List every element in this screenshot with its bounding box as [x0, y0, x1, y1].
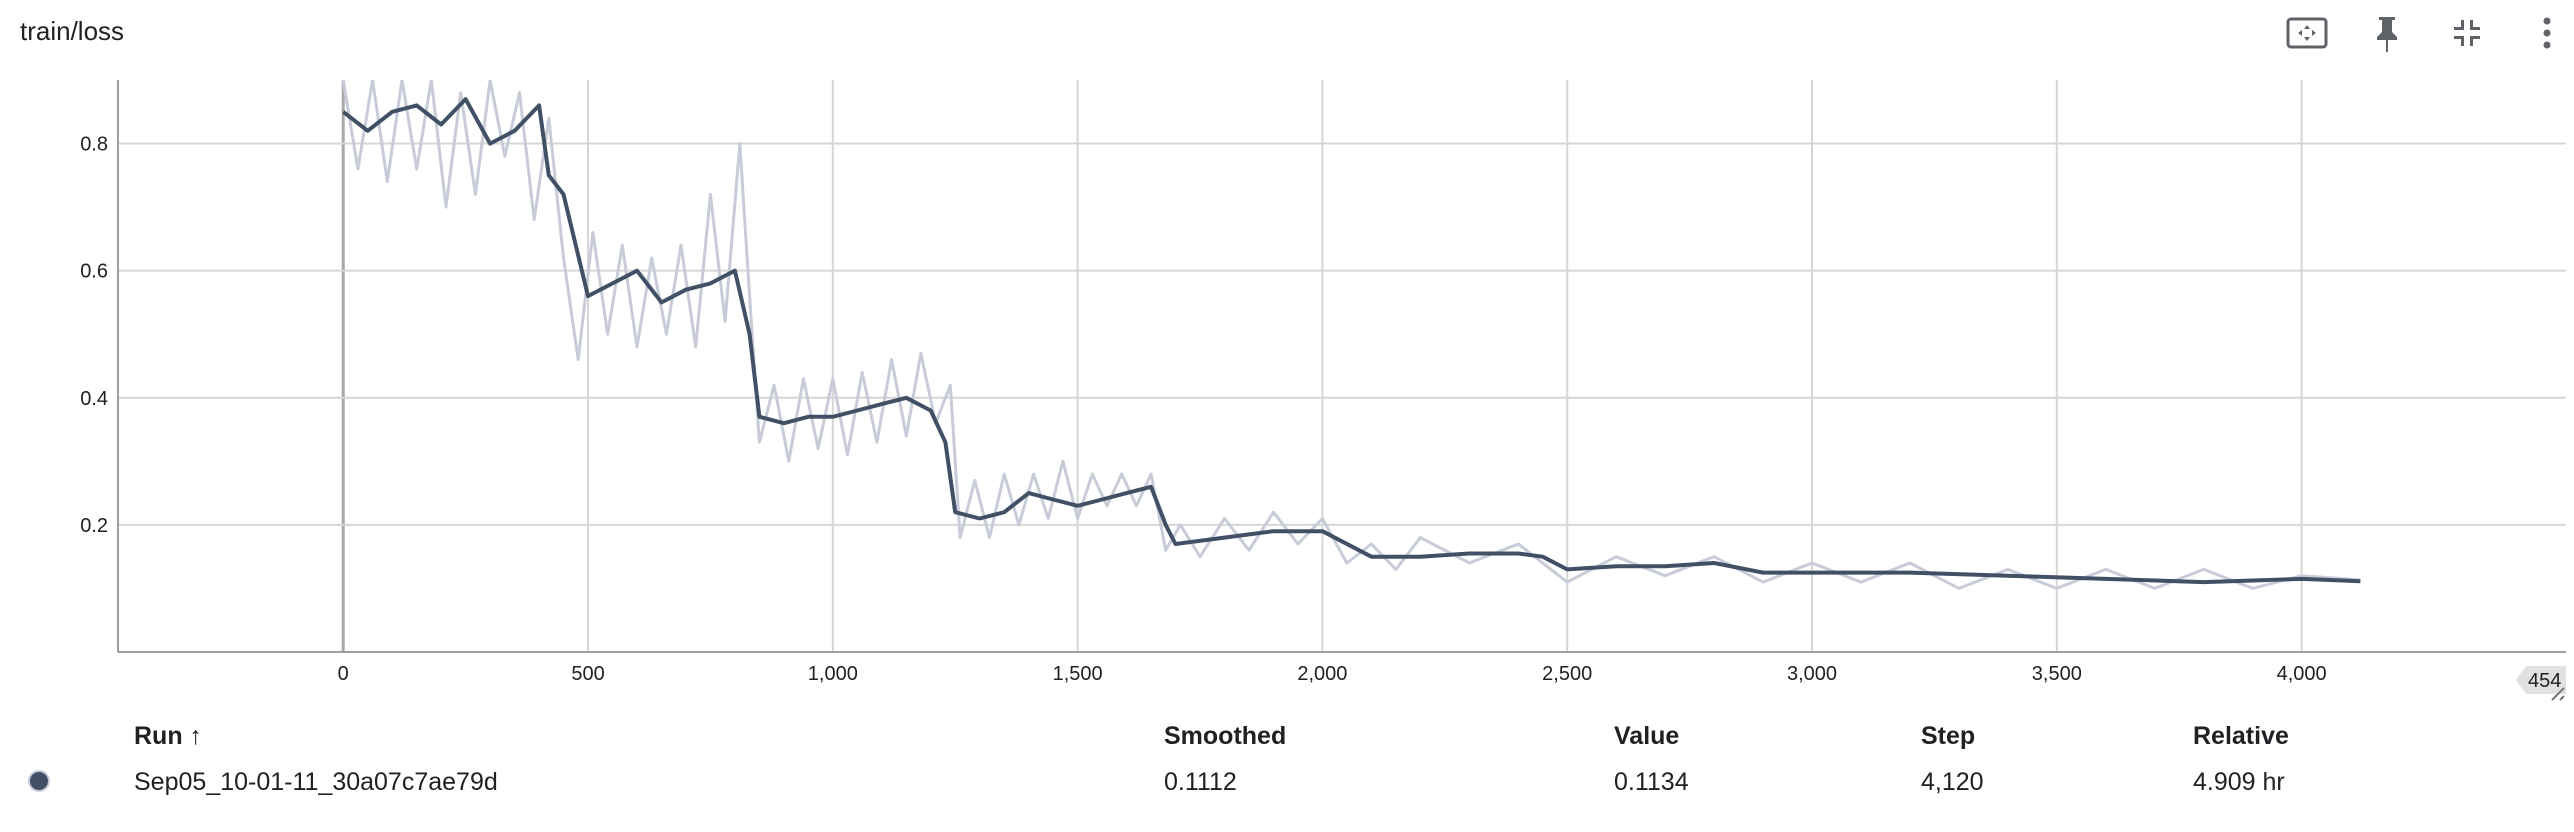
- header-step: Step: [1921, 722, 1976, 750]
- x-axis-end-label: 454: [2528, 670, 2561, 692]
- resize-handle-icon: [2551, 687, 2565, 701]
- relative-time: 4.909 hr: [2193, 768, 2285, 796]
- x-tick-label: 500: [571, 663, 604, 685]
- raw-value: 0.1134: [1614, 768, 1689, 796]
- header-relative: Relative: [2193, 722, 2289, 750]
- fit-to-data-icon[interactable]: [2282, 8, 2332, 58]
- chart-card-title: train/loss: [20, 16, 125, 46]
- x-axis-end-badge: 454: [2516, 666, 2566, 694]
- x-tick-label: 3,500: [2032, 663, 2082, 685]
- x-tick-label: 2,000: [1297, 663, 1347, 685]
- x-tick-label: 1,500: [1053, 663, 1103, 685]
- step-value: 4,120: [1921, 768, 1984, 796]
- x-tick-label: 4,000: [2277, 663, 2327, 685]
- loss-chart[interactable]: 0 500 1,000 1,500 2,000 2,500 3,000 3,500 4,000 0…: [0, 70, 2574, 702]
- header-run[interactable]: Run ↑: [134, 722, 203, 750]
- smoothed-loss-line: [341, 97, 2361, 585]
- run-name: Sep05_10-01-11_30a07c7ae79d: [134, 768, 498, 796]
- header-smoothed: Smoothed: [1164, 722, 1287, 750]
- y-tick-label: 0.2: [80, 515, 108, 537]
- pin-icon[interactable]: [2362, 8, 2412, 58]
- x-tick-label: 3,000: [1787, 663, 1837, 685]
- run-color-swatch[interactable]: [28, 770, 50, 792]
- x-tick-label: 1,000: [808, 663, 858, 685]
- y-tick-label: 0.6: [80, 261, 108, 283]
- y-tick-label: 0.8: [80, 134, 108, 156]
- x-tick-label: 0: [338, 663, 349, 685]
- smoothed-value: 0.1112: [1164, 768, 1237, 796]
- x-tick-label: 2,500: [1542, 663, 1592, 685]
- raw-loss-line: [341, 80, 2361, 590]
- header-value: Value: [1614, 722, 1680, 750]
- more-vert-icon[interactable]: [2522, 8, 2572, 58]
- collapse-icon[interactable]: [2442, 8, 2492, 58]
- y-tick-label: 0.4: [80, 388, 108, 410]
- x-axis-end-badge-shape: [2516, 666, 2566, 694]
